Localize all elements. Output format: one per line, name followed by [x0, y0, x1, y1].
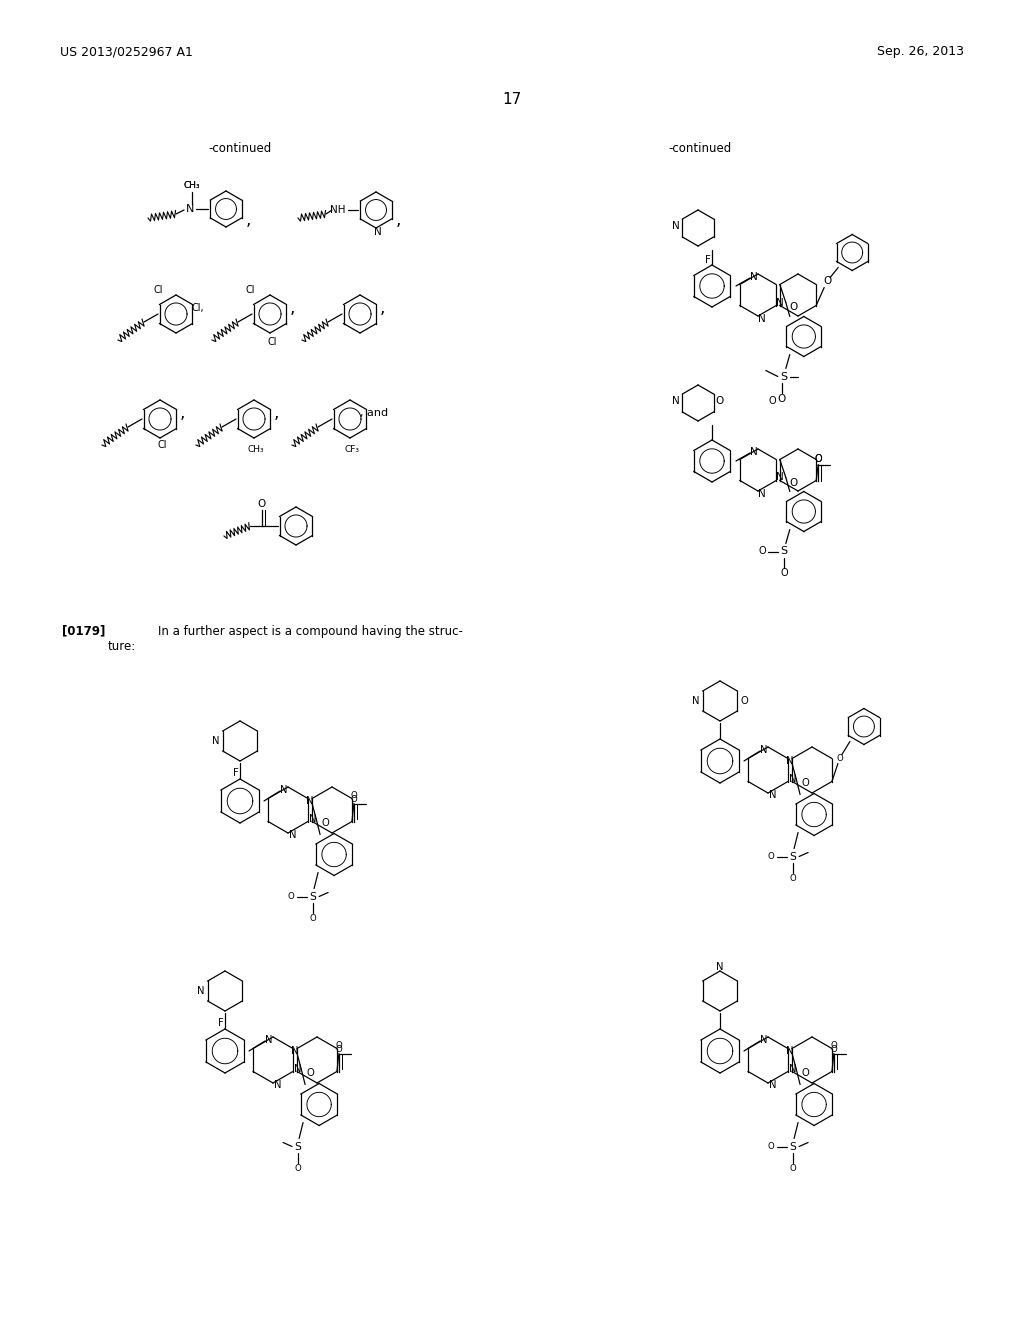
Text: O: O [777, 393, 786, 404]
Text: N: N [760, 744, 768, 755]
Text: N: N [751, 447, 758, 457]
Text: CH₃: CH₃ [183, 181, 201, 190]
Text: O: O [830, 1041, 838, 1049]
Text: S: S [790, 1142, 797, 1151]
Text: F: F [233, 768, 239, 777]
Text: CF₃: CF₃ [344, 445, 359, 454]
Text: O: O [814, 454, 822, 463]
Text: O: O [258, 499, 266, 510]
Text: US 2013/0252967 A1: US 2013/0252967 A1 [60, 45, 193, 58]
Text: In a further aspect is a compound having the struc-: In a further aspect is a compound having… [158, 624, 463, 638]
Text: N: N [212, 737, 220, 746]
Text: ,: , [379, 300, 385, 317]
Text: O: O [758, 546, 766, 557]
Text: O: O [350, 795, 357, 804]
Text: N: N [672, 220, 680, 231]
Text: O: O [768, 396, 775, 407]
Text: O: O [814, 454, 822, 463]
Text: Cl,: Cl, [191, 304, 205, 313]
Text: O: O [790, 1164, 797, 1173]
Text: N: N [374, 227, 382, 238]
Text: N: N [692, 696, 699, 706]
Text: N: N [309, 814, 316, 825]
Text: O: O [768, 1142, 774, 1151]
Text: Sep. 26, 2013: Sep. 26, 2013 [877, 45, 964, 58]
Text: O: O [295, 1164, 301, 1173]
Text: N: N [790, 1064, 797, 1074]
Text: N: N [672, 396, 680, 407]
Text: O: O [336, 1041, 342, 1049]
Text: N: N [281, 785, 288, 795]
Text: O: O [306, 1068, 314, 1078]
Text: O: O [780, 569, 787, 578]
Text: N: N [786, 1047, 794, 1056]
Text: N: N [758, 314, 766, 323]
Text: S: S [780, 546, 787, 557]
Text: N: N [289, 830, 297, 840]
Text: O: O [823, 276, 831, 286]
Text: NH: NH [331, 205, 346, 215]
Text: F: F [218, 1018, 224, 1028]
Text: O: O [790, 302, 798, 313]
Text: ,: , [246, 211, 251, 228]
Text: Cl: Cl [154, 285, 163, 294]
Text: N: N [198, 986, 205, 997]
Text: ,: , [273, 404, 279, 422]
Text: N: N [294, 1064, 302, 1074]
Text: N: N [790, 775, 797, 784]
Text: O: O [740, 696, 748, 706]
Text: ture:: ture: [108, 640, 136, 653]
Text: ,: , [290, 300, 295, 317]
Text: O: O [801, 1068, 809, 1078]
Text: N: N [292, 1047, 299, 1056]
Text: F: F [706, 255, 711, 265]
Text: O: O [288, 892, 295, 902]
Text: N: N [185, 205, 195, 214]
Text: O: O [322, 818, 329, 829]
Text: N: N [776, 473, 784, 483]
Text: O: O [716, 396, 724, 407]
Text: N: N [769, 789, 777, 800]
Text: Cl: Cl [267, 337, 276, 347]
Text: O: O [309, 913, 316, 923]
Text: O: O [837, 754, 844, 763]
Text: O: O [350, 791, 357, 800]
Text: -continued: -continued [669, 141, 731, 154]
Text: O: O [830, 1045, 838, 1053]
Text: N: N [769, 1080, 777, 1090]
Text: -continued: -continued [208, 141, 271, 154]
Text: O: O [801, 779, 809, 788]
Text: Cl: Cl [246, 285, 255, 294]
Text: S: S [309, 891, 316, 902]
Text: N: N [776, 297, 784, 308]
Text: CH₃: CH₃ [183, 181, 201, 190]
Text: O: O [790, 874, 797, 883]
Text: N: N [274, 1080, 282, 1090]
Text: ,: , [179, 404, 184, 422]
Text: S: S [780, 371, 787, 381]
Text: O: O [790, 478, 798, 487]
Text: S: S [295, 1142, 301, 1151]
Text: N: N [716, 962, 724, 972]
Text: N: N [306, 796, 313, 807]
Text: N: N [786, 756, 794, 767]
Text: ,: , [395, 211, 400, 228]
Text: O: O [336, 1045, 342, 1053]
Text: , and: , and [360, 408, 388, 418]
Text: O: O [768, 851, 774, 861]
Text: S: S [790, 851, 797, 862]
Text: [0179]: [0179] [62, 624, 105, 638]
Text: N: N [751, 272, 758, 282]
Text: N: N [758, 488, 766, 499]
Text: N: N [760, 1035, 768, 1045]
Text: N: N [265, 1035, 272, 1045]
Text: CH₃: CH₃ [248, 445, 264, 454]
Text: Cl: Cl [158, 440, 167, 450]
Text: 17: 17 [503, 92, 521, 107]
